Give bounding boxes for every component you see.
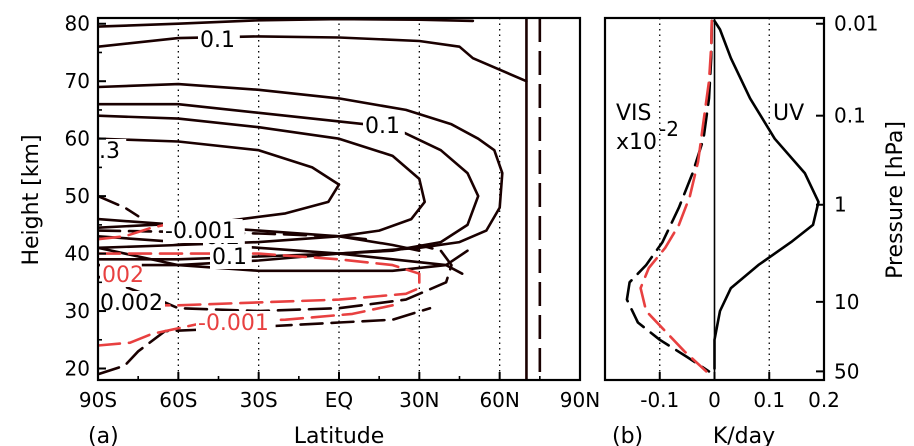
contour-label-bg-2-1 bbox=[196, 311, 276, 335]
contour-label-0-0: 0.1 bbox=[200, 28, 235, 53]
panel-b: -0.1 0 0.1 0.2 0.01 0.1 1 10 50 VIS x10-2 UV K/day Pr… bbox=[603, 12, 908, 446]
xtick-label-b-1: 0 bbox=[708, 388, 721, 412]
contours-a bbox=[98, 18, 542, 380]
contour-label-bg-1-0 bbox=[163, 219, 243, 243]
contour-a-s1-c1 bbox=[98, 194, 140, 218]
contour-label-bg-0-5 bbox=[97, 139, 127, 163]
contour-a-s0-c4 bbox=[98, 114, 426, 250]
x-axis-label-a: Latitude bbox=[294, 424, 385, 446]
ytick-label-b-3: 10 bbox=[834, 290, 859, 314]
ticks-a: 90S 60S 30S EQ 30N 60N 90N 20 30 40 50 60 70 80 bbox=[65, 12, 601, 412]
xtick-label-b-2: 0.1 bbox=[753, 388, 785, 412]
xtick-label-b-3: 0.2 bbox=[808, 388, 840, 412]
contour-label-1-2: 0.002 bbox=[100, 291, 163, 316]
contour-label-2-1: -0.001 bbox=[198, 311, 269, 336]
panel-label-a: (a) bbox=[88, 424, 119, 446]
contour-a-s0-c2 bbox=[98, 82, 504, 261]
contour-label-bg-0-0 bbox=[198, 28, 240, 52]
xtick-label-b-0: -0.1 bbox=[640, 388, 679, 412]
contour-a-s0-c1 bbox=[98, 35, 528, 83]
contour-a-s2-c0 bbox=[98, 252, 421, 307]
y-axis-label-b: Pressure [hPa] bbox=[883, 121, 908, 279]
contour-label-bg-0-7 bbox=[210, 245, 252, 269]
ytick-label-b-2: 1 bbox=[834, 193, 847, 217]
profile-b-2 bbox=[639, 19, 714, 373]
contour-a-s0-c3 bbox=[98, 102, 480, 267]
ytick-label-a-5: 70 bbox=[65, 69, 90, 93]
ytick-label-b-1: 0.1 bbox=[834, 104, 866, 128]
contour-label-bg-0-3 bbox=[363, 114, 405, 138]
profiles-b bbox=[625, 19, 820, 373]
ytick-label-b-0: 0.01 bbox=[834, 12, 879, 36]
xtick-label-a-2: 30S bbox=[240, 388, 278, 412]
xtick-label-a-1: 60S bbox=[159, 388, 197, 412]
panel-a: 0.10.1.30.20.1-0.0010.002002-0.00190S60S… bbox=[19, 12, 600, 446]
panel-label-b: (b) bbox=[612, 424, 643, 446]
contour-label-bg-2-0 bbox=[100, 263, 142, 287]
ticks-b: -0.1 0 0.1 0.2 0.01 0.1 1 10 50 bbox=[640, 12, 878, 412]
contour-label-2-0: 002 bbox=[102, 263, 144, 288]
contour-a-s0-c0 bbox=[98, 18, 475, 28]
ytick-label-a-1: 30 bbox=[65, 299, 90, 323]
ytick-label-a-0: 20 bbox=[65, 357, 90, 381]
contour-label-0-7: 0.1 bbox=[212, 245, 247, 270]
annotation-uv: UV bbox=[773, 101, 804, 126]
annotation-exponent: -2 bbox=[659, 117, 679, 141]
ytick-label-a-2: 40 bbox=[65, 242, 90, 266]
annotation-vis: VIS bbox=[616, 101, 652, 126]
contour-label-bg-1-2 bbox=[98, 291, 165, 315]
annotation-x10: x10 bbox=[616, 130, 657, 155]
xtick-label-a-5: 60N bbox=[479, 388, 519, 412]
xtick-label-a-4: 30N bbox=[399, 388, 439, 412]
contour-label-0-3: 0.1 bbox=[365, 114, 400, 139]
ytick-label-a-4: 60 bbox=[65, 127, 90, 151]
profile-b-0 bbox=[713, 19, 820, 370]
contour-a-s1-c0 bbox=[98, 229, 368, 241]
grid-b bbox=[659, 18, 770, 380]
ytick-label-b-4: 50 bbox=[834, 359, 859, 383]
contour-label-0-5: .3 bbox=[99, 139, 120, 164]
xtick-label-a-6: 90N bbox=[560, 388, 600, 412]
ytick-label-a-6: 80 bbox=[65, 12, 90, 36]
profile-b-1 bbox=[625, 19, 714, 373]
contour-a-s0-c8 bbox=[98, 246, 469, 273]
x-axis-label-b: K/day bbox=[713, 424, 775, 446]
xtick-label-a-0: 90S bbox=[79, 388, 117, 412]
contour-label-1-0: -0.001 bbox=[165, 219, 236, 244]
y-axis-label-a: Height [km] bbox=[19, 134, 44, 265]
xtick-label-a-3: EQ bbox=[325, 388, 353, 412]
ytick-label-a-3: 50 bbox=[65, 184, 90, 208]
